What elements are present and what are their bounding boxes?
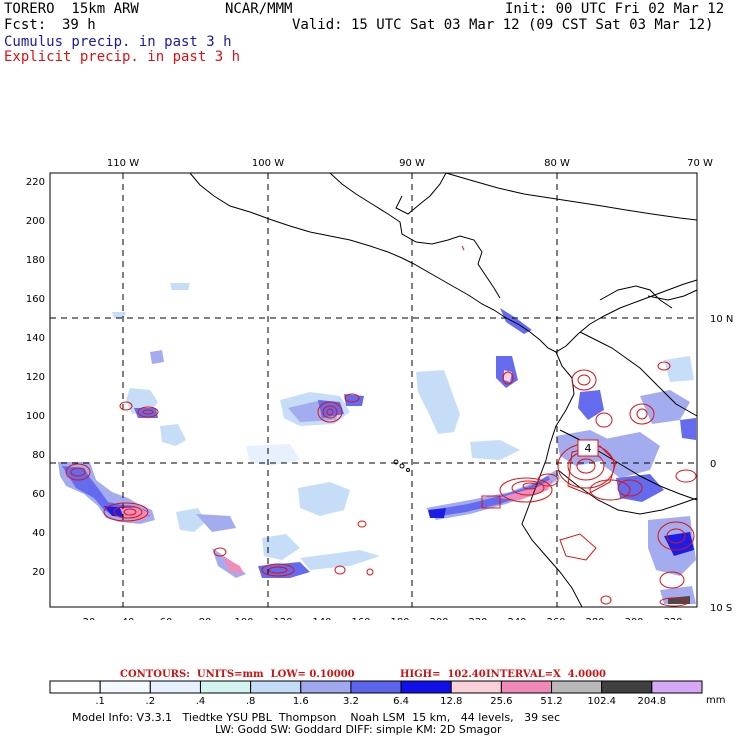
max-box [577, 439, 599, 457]
y-tick-label: 100 [26, 411, 45, 422]
legend-swatch [199, 680, 252, 694]
x-tick-label: 280 [585, 617, 604, 620]
legend-tick-label: .1 [95, 696, 105, 707]
lat-label: 10 S [710, 603, 732, 614]
x-tick-label: 120 [273, 617, 292, 620]
legend-swatch [400, 680, 452, 694]
lon-label: 90 W [399, 158, 425, 169]
legend-tick-label: .8 [246, 696, 256, 707]
legend-swatch [49, 680, 101, 694]
x-tick-label: 60 [160, 617, 173, 620]
contour-interval: INTERVAL=X 4.0000 [486, 669, 606, 680]
y-tick-label: 220 [26, 177, 45, 188]
legend-tick-label: 3.2 [343, 696, 359, 707]
x-tick-label: 220 [468, 617, 487, 620]
legend-swatch [350, 680, 402, 694]
forecast-label: Fcst: [4, 17, 47, 33]
y-tick-label: 140 [26, 333, 45, 344]
legend-swatch [601, 680, 653, 694]
explicit-precip-contours [65, 245, 697, 607]
y-tick-label: 180 [26, 255, 45, 266]
x-tick-label: 300 [624, 617, 643, 620]
lon-label: 110 W [107, 158, 139, 169]
x-tick-label: 260 [546, 617, 565, 620]
x-tick-label: 80 [199, 617, 212, 620]
explicit-precip-label: Explicit precip. in past 3 h [4, 49, 241, 65]
legend-tick-label: 25.6 [490, 696, 512, 707]
x-tick-label: 100 [234, 617, 253, 620]
legend-swatch [250, 680, 302, 694]
valid-time: Valid: 15 UTC Sat 03 Mar 12 (09 CST Sat … [292, 17, 714, 33]
org-title: NCAR/MMM [225, 1, 293, 17]
legend-tick-label: 204.8 [638, 696, 667, 707]
legend-cells [49, 680, 703, 694]
legend-labels: .1 .2 .4 .8 1.6 3.2 6.4 12.8 25.6 51.2 102.4 204.8 [95, 696, 666, 707]
x-tick-label: 20 [83, 617, 96, 620]
galapagos-islands [393, 459, 410, 472]
cumulus-precip-shading [58, 283, 696, 604]
y-tick-label: 20 [32, 567, 45, 578]
legend-tick-label: 6.4 [393, 696, 409, 707]
model-physics: LW: Godd SW: Goddard DIFF: simple KM: 2D… [215, 723, 502, 736]
y-tick-label: 200 [26, 216, 45, 227]
legend-swatch [551, 680, 603, 694]
y-tick-label: 60 [32, 489, 45, 500]
lon-label: 100 W [252, 158, 284, 169]
model-info: Model Info: V3.3.1 Tiedtke YSU PBL Thomp… [72, 711, 561, 724]
legend-swatch [651, 680, 703, 694]
y-tick-label: 40 [32, 528, 45, 539]
x-tick-label: 320 [663, 617, 682, 620]
forecast-hour: 39 h [62, 17, 96, 33]
legend-tick-label: 102.4 [587, 696, 616, 707]
legend-tick-label: 1.6 [293, 696, 309, 707]
lat-label: 10 N [710, 314, 733, 325]
x-tick-label: 160 [351, 617, 370, 620]
contour-units: CONTOURS: UNITS=mm LOW= 0.10000 [120, 669, 355, 680]
x-tick-label: 240 [507, 617, 526, 620]
model-title: TORERO 15km ARW [4, 1, 139, 17]
lon-label: 80 W [544, 158, 570, 169]
y-tick-label: 160 [26, 294, 45, 305]
legend-tick-label: .4 [196, 696, 206, 707]
color-legend: .1.2.4.8 1.6 3.2 6.4 12.8 25.6 51.2 102.4 204.8 … [49, 680, 725, 707]
legend-tick-label: 51.2 [540, 696, 562, 707]
grid-lines [50, 173, 697, 607]
x-tick-label: 180 [390, 617, 409, 620]
legend-swatch [300, 680, 352, 694]
map-frame [49, 172, 698, 608]
cumulus-precip-label: Cumulus precip. in past 3 h [4, 34, 232, 50]
x-tick-label: 140 [312, 617, 331, 620]
axis-labels: 110 W 100 W 90 W 80 W 70 W 10 N 0 10 S 2… [26, 158, 733, 620]
x-tick-label: 200 [429, 617, 448, 620]
x-tick-label: 40 [122, 617, 135, 620]
lon-label: 70 W [687, 158, 713, 169]
legend-swatch [149, 680, 201, 694]
legend-unit: mm [706, 695, 725, 706]
legend-tick-label: 12.8 [440, 696, 462, 707]
y-tick-label: 120 [26, 372, 45, 383]
legend-tick-label: .2 [146, 696, 156, 707]
init-time: Init: 00 UTC Fri 02 Mar 12 [505, 1, 725, 17]
precip-map: 4 110 W 100 W 90 W 80 W 70 W 10 N 0 10 S… [26, 158, 733, 620]
max-box-label: 4 [585, 442, 592, 455]
y-tick-label: 80 [32, 450, 45, 461]
legend-swatch [99, 680, 151, 694]
contour-high: HIGH= 102.40 [400, 669, 486, 680]
lat-label: 0 [710, 459, 716, 470]
legend-swatch [450, 680, 502, 694]
min-box [481, 495, 501, 509]
legend-swatch [500, 680, 553, 694]
